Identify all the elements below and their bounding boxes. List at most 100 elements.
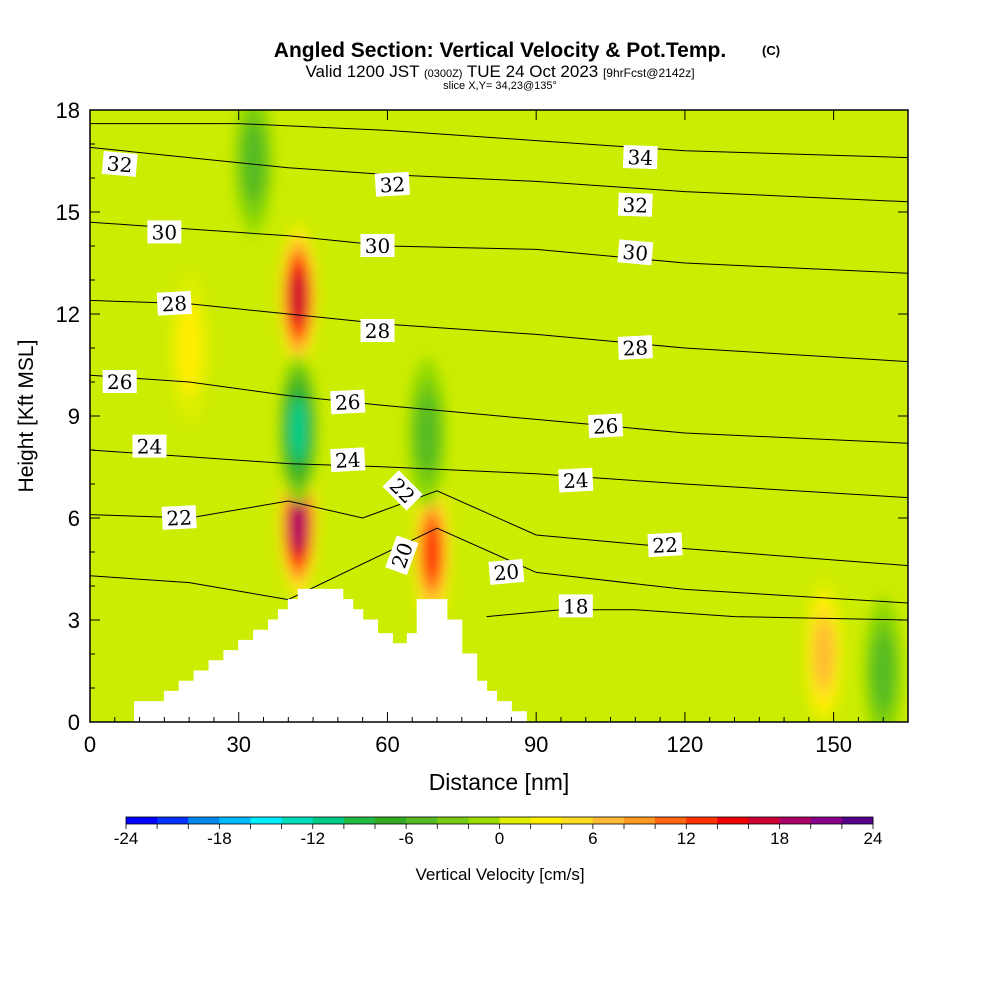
colorbar-swatch xyxy=(748,817,781,824)
contour-label-text: 34 xyxy=(627,145,653,170)
colorbar-swatch xyxy=(655,817,687,824)
colorbar-tick-label: 12 xyxy=(677,829,696,848)
contour-label-bg xyxy=(647,532,683,558)
colorbar-swatch xyxy=(841,817,874,824)
y-tick-label: 6 xyxy=(68,506,80,531)
contour-label-bg xyxy=(102,370,137,393)
contour-label-text: 22 xyxy=(166,505,193,530)
contour-label-text: 22 xyxy=(652,533,679,558)
contour-label-bg xyxy=(101,150,138,177)
colorbar-swatch xyxy=(561,817,594,824)
contour-label-bg xyxy=(360,234,395,257)
colorbar-swatch xyxy=(188,817,220,824)
contour-label-text: 32 xyxy=(379,172,406,197)
colorbar-swatch xyxy=(437,817,469,824)
contour-label-bg xyxy=(587,413,624,439)
colorbar-swatch xyxy=(157,817,189,824)
contour-label-16: 22 xyxy=(161,505,197,531)
velocity-feature-8-level-2 xyxy=(176,300,203,396)
contour-label-text: 28 xyxy=(161,291,188,316)
contour-label-10: 26 xyxy=(102,370,137,394)
contour-label-11: 26 xyxy=(330,389,366,415)
colorbar-swatch xyxy=(810,817,843,824)
copyright-mark: (C) xyxy=(762,43,780,58)
colorbar-swatch xyxy=(468,817,500,824)
contour-label-bg xyxy=(132,434,167,458)
colorbar-swatch xyxy=(281,817,314,824)
contour-label-bg xyxy=(374,171,410,197)
contour-label-bg xyxy=(488,558,525,585)
colorbar-swatch xyxy=(312,817,345,824)
velocity-feature-3-level-7 xyxy=(424,524,441,580)
y-tick-label: 12 xyxy=(56,302,80,327)
x-tick-label: 30 xyxy=(226,732,250,757)
contour-label-bg xyxy=(617,192,653,217)
theta-contour-20 xyxy=(90,527,908,604)
velocity-feature-5-level-4 xyxy=(814,620,834,688)
y-axis: 0 3 6 9 12 15 18 xyxy=(56,98,908,735)
colorbar: -24 -18 -12 -6 0 6 12 18 24 xyxy=(114,816,883,848)
contour-label-text: 28 xyxy=(622,335,649,360)
colorbar-tick-label: -18 xyxy=(207,829,232,848)
velocity-feature-4-level-3 xyxy=(416,394,438,472)
contour-label-bg xyxy=(617,335,653,360)
contour-label-2: 32 xyxy=(374,171,410,197)
colorbar-swatch xyxy=(219,817,251,824)
contour-label-text: 28 xyxy=(365,319,390,343)
colorbar-swatch xyxy=(499,817,532,824)
x-tick-label: 0 xyxy=(84,732,96,757)
x-tick-label: 120 xyxy=(667,732,704,757)
colorbar-swatch xyxy=(250,817,283,824)
contour-label-text: 30 xyxy=(365,234,390,258)
colorbar-swatch xyxy=(530,817,563,824)
x-tick-label: 150 xyxy=(815,732,852,757)
terrain-mask xyxy=(134,588,527,722)
colorbar-swatch xyxy=(375,817,407,824)
contour-label-text: 26 xyxy=(107,370,132,394)
contour-label-text: 26 xyxy=(334,390,361,415)
contour-label-text: 30 xyxy=(152,220,177,244)
x-tick-label: 60 xyxy=(375,732,399,757)
contour-label-9: 28 xyxy=(617,335,653,361)
contour-label-text: 32 xyxy=(106,151,133,177)
contour-label-0: 32 xyxy=(101,150,138,177)
contour-label-bg xyxy=(330,447,366,473)
theta-contour-26 xyxy=(90,374,908,444)
contour-label-5: 30 xyxy=(360,234,395,258)
velocity-feature-2-level-6 xyxy=(289,400,307,459)
y-tick-label: 0 xyxy=(68,710,80,735)
contour-label-bg xyxy=(558,467,594,493)
contour-label-13: 24 xyxy=(132,434,167,459)
colorbar-swatch xyxy=(624,817,656,824)
contour-label-text: 24 xyxy=(137,435,162,459)
contour-label-text: 26 xyxy=(592,414,619,439)
colorbar-swatch xyxy=(126,817,158,824)
velocity-feature-6-level-3 xyxy=(872,632,894,710)
theta-contour-34 xyxy=(90,123,908,159)
contour-label-4: 30 xyxy=(147,220,182,244)
slice-info: slice X,Y= 34,23@135° xyxy=(443,80,557,92)
contour-label-text: 24 xyxy=(562,468,589,493)
contour-label-7: 28 xyxy=(156,290,192,316)
colorbar-swatch xyxy=(686,817,718,824)
colorbar-swatch xyxy=(717,817,749,824)
colorbar-swatch xyxy=(406,817,438,824)
contour-label-bg xyxy=(622,145,658,170)
contour-label-1: 34 xyxy=(622,145,658,170)
contour-label-bg xyxy=(147,220,182,244)
colorbar-tick-label: -6 xyxy=(399,829,414,848)
contour-label-text: 18 xyxy=(563,594,588,618)
colorbar-tick-label: 24 xyxy=(864,829,883,848)
y-tick-label: 18 xyxy=(56,98,80,123)
contour-label-3: 32 xyxy=(617,192,653,218)
chart-title: Angled Section: Vertical Velocity & Pot.… xyxy=(274,39,726,62)
contour-label-bg xyxy=(385,535,419,576)
contour-label-bg xyxy=(156,290,192,316)
colorbar-swatch xyxy=(343,817,376,824)
contour-label-text: 30 xyxy=(622,240,649,266)
velocity-feature-1-level-10 xyxy=(290,499,306,551)
colorbar-swatch xyxy=(779,817,812,824)
